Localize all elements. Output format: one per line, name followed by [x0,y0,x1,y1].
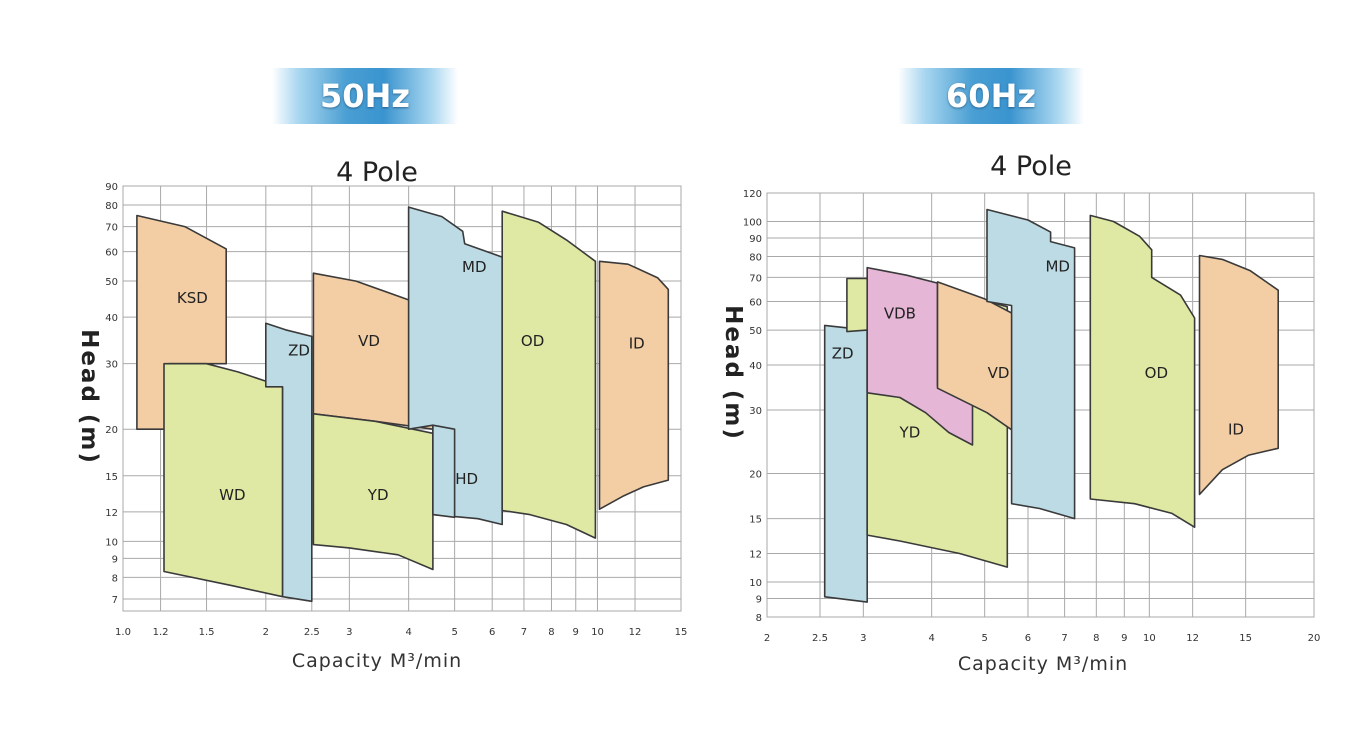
frequency-badge-50hz: 50Hz [272,68,458,124]
y-tick-label: 60 [749,298,762,309]
region-label-ksd: KSD [177,289,208,307]
y-tick-label: 90 [749,234,762,245]
x-axis-label: Capacity M³/min [958,653,1128,675]
x-tick-label: 12 [629,627,642,638]
region-label-vd: VD [988,364,1010,382]
region-label-od: OD [1145,364,1168,382]
x-tick-label: 9 [1121,633,1127,644]
x-tick-label: 2.5 [812,633,828,644]
region-id [1198,254,1279,496]
y-tick-label: 10 [749,578,762,589]
region-label-md: MD [1045,258,1070,276]
y-tick-label: 100 [743,218,762,229]
x-tick-label: 9 [573,627,579,638]
region-label-md: MD [462,258,487,276]
y-tick-label: 12 [749,550,762,561]
x-tick-label: 1.0 [115,627,131,638]
y-tick-label: 120 [743,189,762,200]
region-label-id: ID [629,334,645,352]
x-tick-label: 7 [1061,633,1067,644]
x-tick-label: 6 [489,627,495,638]
x-tick-label: 3 [346,627,352,638]
region-label-zd: ZD [832,345,854,363]
y-tick-label: 70 [105,223,118,234]
frequency-badge-60hz: 60Hz [898,68,1084,124]
x-tick-label: 20 [1308,633,1321,644]
x-tick-label: 5 [451,627,457,638]
y-tick-label: 60 [105,248,118,259]
x-tick-label: 1.5 [199,627,215,638]
y-axis-label: Head (m) [720,305,746,441]
plot-frame [122,185,682,612]
y-tick-label: 10 [105,537,118,548]
x-tick-label: 6 [1025,633,1031,644]
region-hd [432,424,456,519]
x-tick-label: 2.5 [304,627,320,638]
y-tick-label: 12 [105,508,118,519]
x-tick-label: 7 [521,627,527,638]
y-tick-label: 9 [112,554,118,565]
region-label-vdb: VDB [884,305,916,323]
y-tick-label: 15 [749,515,762,526]
y-tick-label: 7 [112,595,118,606]
x-tick-label: 2 [263,627,269,638]
x-tick-label: 4 [405,627,411,638]
chart-title: 4 Pole [990,151,1072,182]
region-zd [264,322,313,603]
y-tick-label: 40 [105,313,118,324]
x-axis-label: Capacity M³/min [292,650,462,672]
x-tick-label: 3 [860,633,866,644]
y-tick-label: 40 [749,361,762,372]
y-tick-label: 20 [105,425,118,436]
region-label-vd: VD [358,332,380,350]
y-tick-label: 90 [105,182,118,193]
region-label-wd: WD [219,486,245,504]
y-tick-label: 80 [105,201,118,212]
x-tick-label: 10 [1143,633,1156,644]
region-vdb [866,266,974,446]
plot-frame [766,192,1315,618]
region-id [598,260,670,511]
region-od [1089,214,1196,529]
y-tick-label: 50 [749,326,762,337]
performance-regions [136,206,670,603]
x-tick-label: 8 [1093,633,1099,644]
region-label-zd: ZD [288,342,310,360]
y-tick-label: 30 [749,406,762,417]
x-tick-label: 12 [1186,633,1199,644]
region-label-yd: YD [899,423,921,441]
x-tick-label: 1.2 [153,627,169,638]
x-tick-label: 4 [928,633,934,644]
y-tick-label: 20 [749,470,762,481]
y-tick-label: 8 [756,613,762,624]
x-tick-label: 2 [764,633,770,644]
x-tick-label: 5 [981,633,987,644]
x-tick-label: 15 [675,627,688,638]
x-tick-label: 10 [591,627,604,638]
y-axis-label: Head (m) [76,329,102,465]
region-label-hd: HD [455,470,478,488]
performance-regions [823,208,1279,603]
region-label-od: OD [521,332,544,350]
y-tick-label: 70 [749,273,762,284]
y-tick-label: 50 [105,277,118,288]
y-tick-label: 30 [105,360,118,371]
y-tick-label: 80 [749,252,762,263]
region-yd [312,412,434,571]
y-tick-label: 15 [105,472,118,483]
region-label-id: ID [1228,420,1244,438]
y-tick-label: 9 [756,595,762,606]
region-md [986,208,1076,520]
region-label-yd: YD [367,486,389,504]
region-zd [823,324,869,603]
region-od [501,210,597,539]
x-tick-label: 15 [1239,633,1252,644]
x-tick-label: 8 [548,627,554,638]
y-tick-label: 8 [112,573,118,584]
chart-title: 4 Pole [336,157,418,188]
region-md [407,206,504,526]
